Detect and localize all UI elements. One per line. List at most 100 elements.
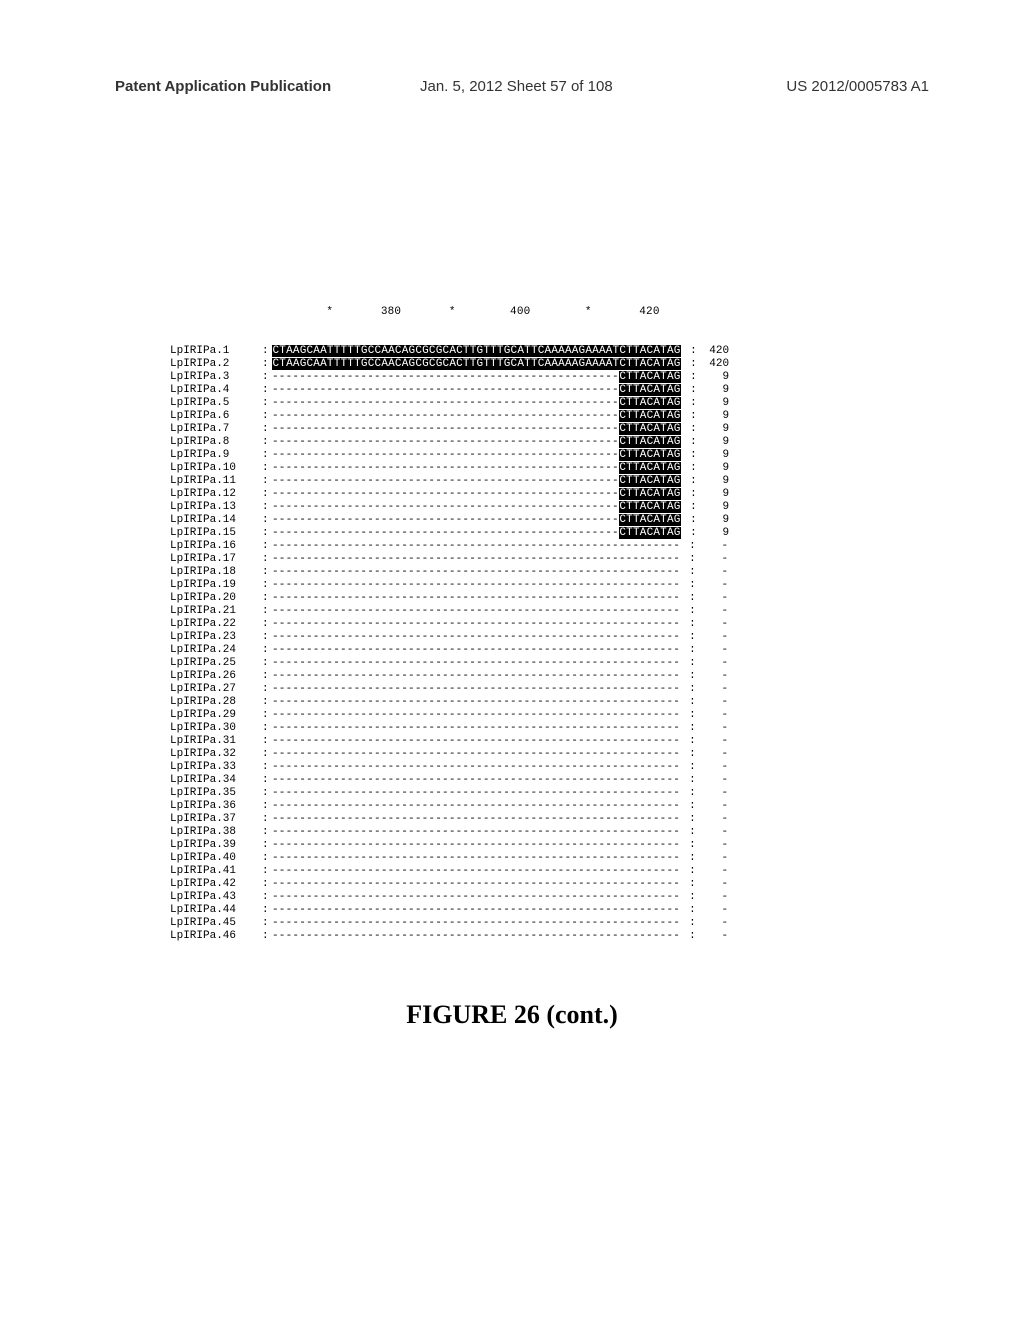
sequence-label: LpIRIPa.5: [170, 397, 262, 410]
position-value: -: [698, 748, 728, 761]
separator: :: [262, 774, 272, 787]
gap-region: ----------------------------------------…: [272, 644, 680, 656]
figure-caption: FIGURE 26 (cont.): [0, 1000, 1024, 1030]
alignment-row: LpIRIPa.39: ----------------------------…: [170, 839, 729, 852]
position-value: 9: [699, 514, 729, 527]
separator: :: [262, 449, 272, 462]
gap-region: ----------------------------------------…: [272, 696, 680, 708]
sequence-label: LpIRIPa.26: [170, 670, 262, 683]
sequence-content: ----------------------------------------…: [272, 371, 681, 384]
separator: :: [680, 670, 698, 683]
sequence-label: LpIRIPa.12: [170, 488, 262, 501]
position-value: -: [698, 852, 728, 865]
separator: :: [681, 514, 699, 527]
gap-region: ----------------------------------------…: [272, 527, 619, 539]
alignment-row: LpIRIPa.13: ----------------------------…: [170, 501, 729, 514]
separator: :: [680, 878, 698, 891]
separator: :: [262, 644, 272, 657]
alignment-row: LpIRIPa.42: ----------------------------…: [170, 878, 729, 891]
gap-region: ----------------------------------------…: [272, 566, 680, 578]
separator: :: [681, 527, 699, 540]
sequence-label: LpIRIPa.23: [170, 631, 262, 644]
position-value: 420: [699, 345, 729, 358]
alignment-row: LpIRIPa.33: ----------------------------…: [170, 761, 729, 774]
position-value: -: [698, 930, 728, 943]
separator: :: [680, 761, 698, 774]
sequence-label: LpIRIPa.35: [170, 787, 262, 800]
separator: :: [681, 397, 699, 410]
sequence-label: LpIRIPa.29: [170, 709, 262, 722]
separator: :: [262, 384, 272, 397]
gap-region: ----------------------------------------…: [272, 410, 619, 422]
sequence-content: ----------------------------------------…: [272, 410, 681, 423]
gap-region: ----------------------------------------…: [272, 852, 680, 864]
sequence-label: LpIRIPa.36: [170, 800, 262, 813]
separator: :: [680, 735, 698, 748]
position-value: -: [698, 917, 728, 930]
gap-region: ----------------------------------------…: [272, 774, 680, 786]
alignment-row: LpIRIPa.37: ----------------------------…: [170, 813, 729, 826]
position-value: 9: [699, 475, 729, 488]
separator: :: [262, 436, 272, 449]
sequence-content: ----------------------------------------…: [272, 501, 681, 514]
sequence-label: LpIRIPa.2: [170, 358, 262, 371]
separator: :: [680, 540, 698, 553]
sequence-content: ----------------------------------------…: [272, 787, 680, 800]
alignment-row: LpIRIPa.11: ----------------------------…: [170, 475, 729, 488]
separator: :: [262, 618, 272, 631]
sequence-content: ----------------------------------------…: [272, 735, 680, 748]
separator: :: [680, 917, 698, 930]
separator: :: [680, 657, 698, 670]
position-value: -: [698, 787, 728, 800]
sequence-content: ----------------------------------------…: [272, 878, 680, 891]
alignment-row: LpIRIPa.25: ----------------------------…: [170, 657, 729, 670]
position-value: 9: [699, 371, 729, 384]
gap-region: ----------------------------------------…: [272, 722, 680, 734]
sequence-content: ----------------------------------------…: [272, 475, 681, 488]
sequence-content: ----------------------------------------…: [272, 748, 680, 761]
sequence-label: LpIRIPa.11: [170, 475, 262, 488]
separator: :: [262, 917, 272, 930]
sequence-label: LpIRIPa.34: [170, 774, 262, 787]
separator: :: [262, 852, 272, 865]
conserved-region: CTTACATAG: [619, 514, 681, 526]
gap-region: ----------------------------------------…: [272, 436, 619, 448]
alignment-row: LpIRIPa.22: ----------------------------…: [170, 618, 729, 631]
sequence-label: LpIRIPa.6: [170, 410, 262, 423]
separator: :: [262, 345, 272, 358]
sequence-content: ----------------------------------------…: [272, 826, 680, 839]
sequence-label: LpIRIPa.19: [170, 579, 262, 592]
sequence-content: ----------------------------------------…: [272, 605, 680, 618]
sequence-label: LpIRIPa.28: [170, 696, 262, 709]
separator: :: [262, 579, 272, 592]
gap-region: ----------------------------------------…: [272, 423, 619, 435]
separator: :: [262, 631, 272, 644]
sequence-content: ----------------------------------------…: [272, 436, 681, 449]
alignment-row: LpIRIPa.19: ----------------------------…: [170, 579, 729, 592]
alignment-row: LpIRIPa.44: ----------------------------…: [170, 904, 729, 917]
sequence-content: ----------------------------------------…: [272, 553, 680, 566]
separator: :: [681, 501, 699, 514]
gap-region: ----------------------------------------…: [272, 800, 680, 812]
conserved-region: CTTACATAG: [619, 410, 681, 422]
conserved-region: CTTACATAG: [619, 488, 681, 500]
sequence-content: ----------------------------------------…: [272, 774, 680, 787]
sequence-label: LpIRIPa.27: [170, 683, 262, 696]
separator: :: [262, 904, 272, 917]
separator: :: [262, 865, 272, 878]
alignment-row: LpIRIPa.9: -----------------------------…: [170, 449, 729, 462]
conserved-region: CTTACATAG: [619, 501, 681, 513]
separator: :: [680, 774, 698, 787]
alignment-row: LpIRIPa.8: -----------------------------…: [170, 436, 729, 449]
separator: :: [680, 631, 698, 644]
sequence-content: ----------------------------------------…: [272, 683, 680, 696]
separator: :: [262, 748, 272, 761]
gap-region: ----------------------------------------…: [272, 540, 680, 552]
gap-region: ----------------------------------------…: [272, 787, 680, 799]
gap-region: ----------------------------------------…: [272, 631, 680, 643]
sequence-content: ----------------------------------------…: [272, 397, 681, 410]
sequence-label: LpIRIPa.17: [170, 553, 262, 566]
position-value: -: [698, 683, 728, 696]
alignment-row: LpIRIPa.28: ----------------------------…: [170, 696, 729, 709]
sequence-content: ----------------------------------------…: [272, 930, 680, 943]
